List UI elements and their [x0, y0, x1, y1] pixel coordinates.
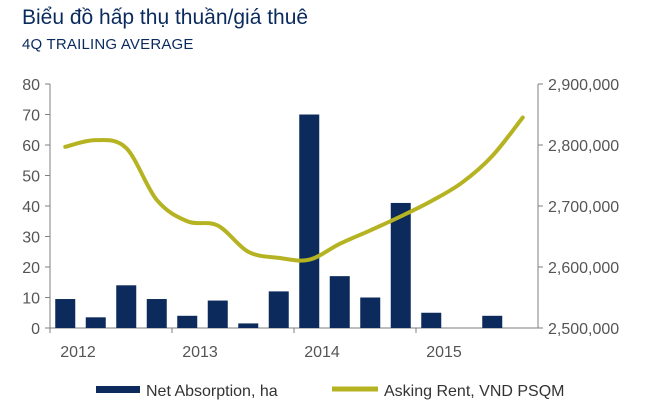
right-tick-label: 2,500,000 — [548, 321, 619, 338]
x-tick-label: 2013 — [182, 344, 218, 361]
left-tick-label: 60 — [22, 138, 40, 155]
left-tick-label: 50 — [22, 169, 40, 186]
net-absorption-bar — [146, 299, 167, 328]
left-tick-label: 80 — [22, 77, 40, 94]
legend-label-asking-rent: Asking Rent, VND PSQM — [384, 383, 565, 400]
net-absorption-bar — [421, 312, 442, 328]
right-tick-label: 2,700,000 — [548, 199, 619, 216]
net-absorption-bar — [268, 291, 289, 328]
left-tick-label: 30 — [22, 230, 40, 247]
net-absorption-bar — [55, 299, 76, 328]
net-absorption-bar — [360, 297, 381, 328]
x-tick-label: 2012 — [60, 344, 96, 361]
net-absorption-bar — [177, 315, 198, 328]
net-absorption-bar — [116, 285, 137, 328]
chart-legend: Net Absorption, ha Asking Rent, VND PSQM — [96, 383, 565, 400]
x-tick-label: 2014 — [304, 344, 340, 361]
left-tick-label: 70 — [22, 108, 40, 125]
chart-subtitle: 4Q TRAILING AVERAGE — [22, 36, 194, 53]
net-absorption-bar — [329, 276, 350, 328]
right-tick-label: 2,800,000 — [548, 138, 619, 155]
net-absorption-bar — [482, 315, 503, 328]
left-tick-label: 10 — [22, 291, 40, 308]
legend-label-net-absorption: Net Absorption, ha — [146, 383, 278, 400]
right-tick-label: 2,600,000 — [548, 260, 619, 277]
left-tick-label: 0 — [31, 321, 40, 338]
bar-series — [55, 114, 503, 328]
net-absorption-bar — [207, 300, 228, 328]
net-absorption-bar — [85, 317, 106, 328]
chart-axes: 0 10 20 30 40 50 60 70 80 2,500,000 2,600,000 2,700… — [22, 77, 619, 361]
left-tick-label: 20 — [22, 260, 40, 277]
legend-swatch-bar — [96, 386, 140, 393]
chart-title: Biểu đồ hấp thụ thuần/giá thuê — [22, 6, 309, 29]
line-series — [63, 115, 525, 263]
x-tick-label: 2015 — [426, 344, 462, 361]
right-tick-label: 2,900,000 — [548, 77, 619, 94]
net-absorption-bar — [390, 202, 411, 328]
asking-rent-line — [63, 115, 525, 263]
net-absorption-bar — [299, 114, 320, 328]
left-tick-label: 40 — [22, 199, 40, 216]
net-absorption-bar — [238, 323, 259, 328]
